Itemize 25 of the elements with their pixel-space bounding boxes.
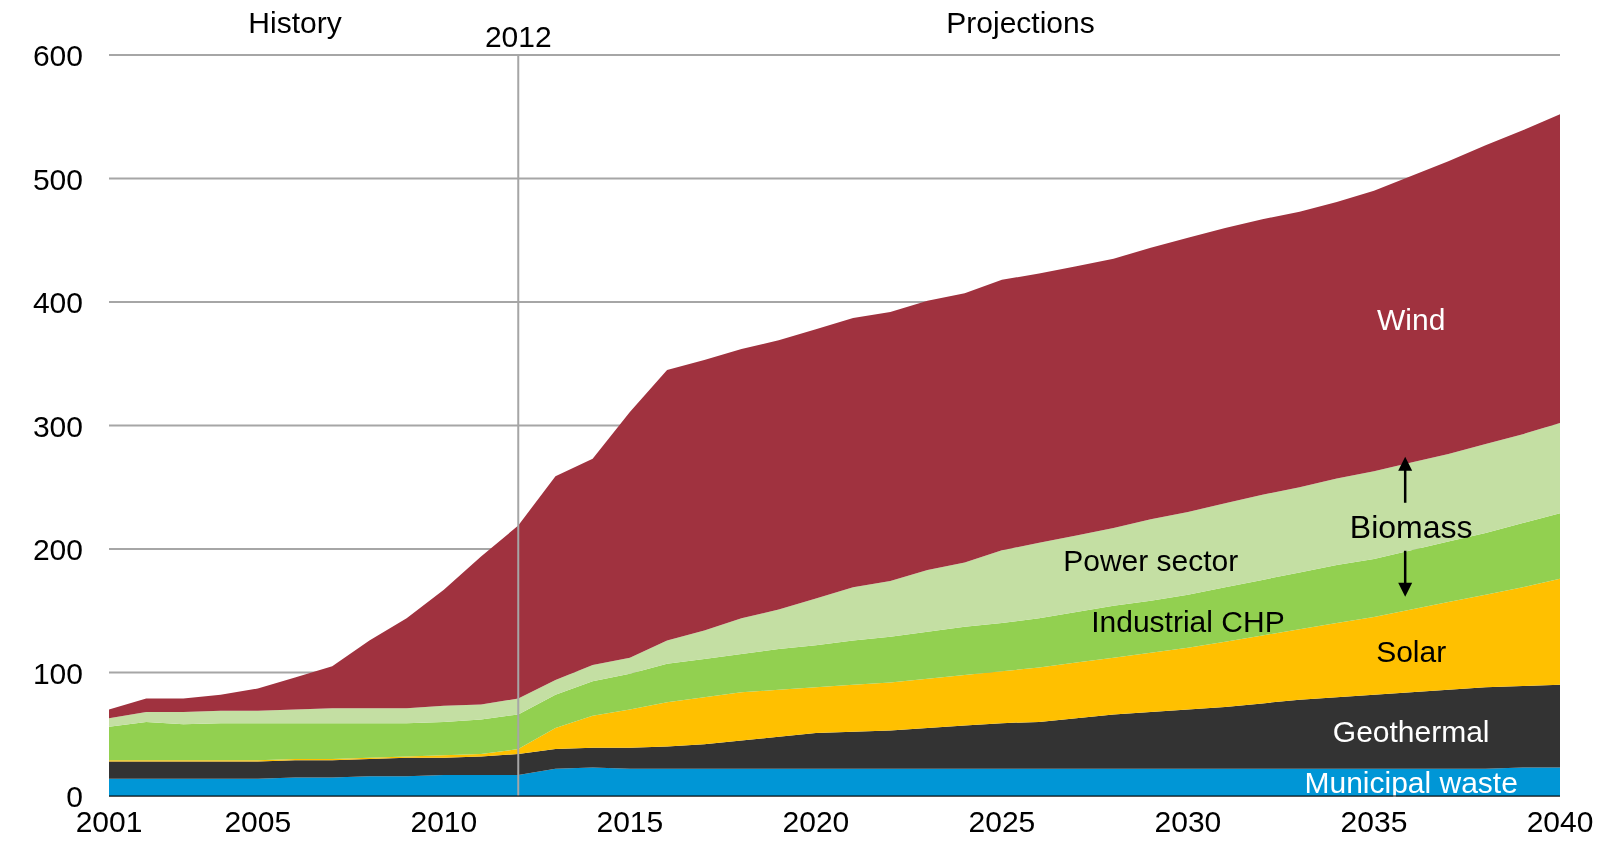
x-tick-label: 2015 bbox=[596, 805, 664, 838]
x-tick-label: 2020 bbox=[782, 805, 850, 838]
series-label: Solar bbox=[1376, 634, 1447, 668]
y-tick-label: 0 bbox=[66, 780, 83, 813]
y-tick-label: 300 bbox=[32, 409, 83, 443]
x-tick-label: 2005 bbox=[224, 805, 292, 838]
x-tick-label: 2035 bbox=[1340, 805, 1408, 838]
annotation: Biomass bbox=[1349, 508, 1473, 545]
x-tick-label: 2010 bbox=[410, 805, 478, 838]
text: History bbox=[248, 6, 342, 39]
x-tick-label: 2030 bbox=[1154, 805, 1222, 838]
series-label: Municipal waste bbox=[1304, 766, 1518, 800]
series-label: Industrial CHP bbox=[1091, 605, 1285, 639]
y-tick-label: 500 bbox=[32, 162, 83, 196]
ref-line-label: 2012 bbox=[484, 20, 552, 53]
text: Projections bbox=[946, 6, 1095, 39]
y-tick-label: 600 bbox=[32, 39, 83, 72]
series-label: Geothermal bbox=[1332, 714, 1490, 748]
y-tick-label: 200 bbox=[32, 533, 83, 566]
series-label: Wind bbox=[1377, 303, 1446, 337]
y-tick-label: 100 bbox=[32, 656, 83, 690]
x-tick-label: 2025 bbox=[968, 805, 1036, 838]
x-tick-label: 2040 bbox=[1526, 805, 1594, 838]
series-label: Power sector bbox=[1063, 544, 1239, 578]
y-tick-label: 400 bbox=[32, 286, 83, 319]
